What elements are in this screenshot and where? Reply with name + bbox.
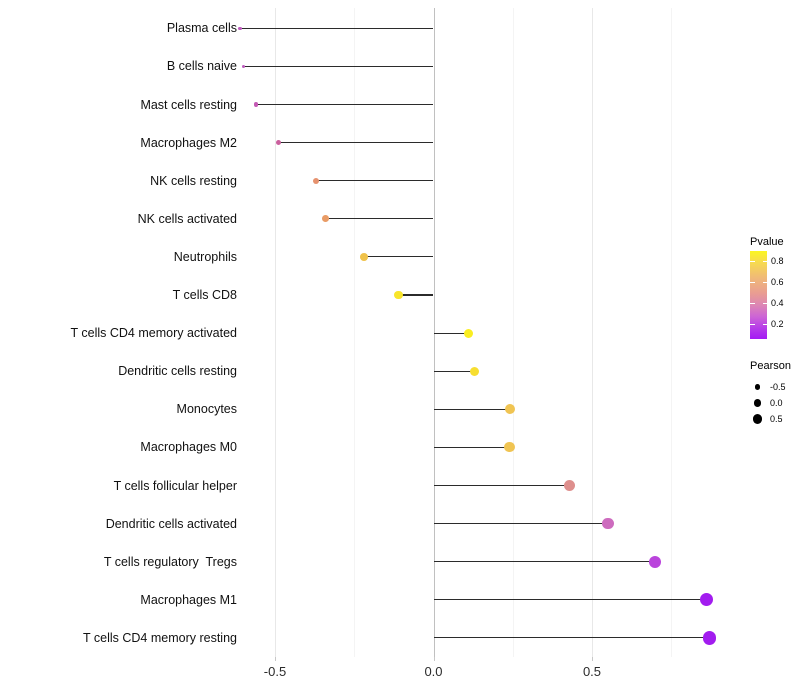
pearson-legend-dot <box>753 399 762 407</box>
y-axis-label: NK cells resting <box>150 173 237 188</box>
y-axis-label: T cells CD4 memory resting <box>83 630 237 645</box>
pearson-legend-dot <box>752 414 763 424</box>
lollipop-segment <box>433 484 570 487</box>
y-axis-label: T cells regulatory Tregs <box>103 554 237 569</box>
pearson-legend-label: 0.0 <box>770 398 783 408</box>
pvalue-colorbar-tick <box>750 302 755 304</box>
lollipop-segment <box>240 27 434 29</box>
lollipop-segment <box>433 332 469 334</box>
y-axis-label: NK cells activated <box>137 211 237 226</box>
x-tick-label: -0.5 <box>263 664 287 679</box>
gridline-minor <box>354 8 356 657</box>
lollipop-dot <box>602 517 614 530</box>
lollipop-dot <box>322 215 330 223</box>
gridline-minor <box>671 8 673 657</box>
gridline-major <box>592 8 593 657</box>
lollipop-dot <box>394 290 403 300</box>
lollipop-segment <box>316 180 434 182</box>
pvalue-colorbar-tick <box>750 282 755 284</box>
x-tick-label: 0.0 <box>424 664 443 679</box>
lollipop-segment <box>363 256 434 258</box>
y-axis-label: T cells follicular helper <box>113 478 237 493</box>
lollipop-dot <box>275 140 281 146</box>
gridline-minor <box>512 8 514 657</box>
lollipop-segment <box>433 446 510 448</box>
lollipop-dot <box>504 404 515 415</box>
pearson-legend-label: -0.5 <box>770 382 786 392</box>
lollipop-dot <box>564 480 576 491</box>
zero-baseline <box>433 8 435 657</box>
x-tick-mark <box>592 657 593 661</box>
lollipop-segment <box>433 599 707 601</box>
y-axis-label: T cells CD8 <box>172 288 237 302</box>
pvalue-tick-label: 0.8 <box>771 256 784 267</box>
lollipop-dot <box>359 253 368 261</box>
x-tick-mark <box>433 657 435 661</box>
gridline-major <box>275 8 276 657</box>
pvalue-colorbar-tick <box>762 302 767 304</box>
lollipop-segment <box>433 523 608 525</box>
y-axis-label: Monocytes <box>176 402 237 417</box>
lollipop-segment <box>433 408 510 410</box>
pearson-legend-dot <box>754 384 761 390</box>
y-axis-label: Neutrophils <box>173 249 237 264</box>
y-axis-label: Plasma cells <box>166 21 237 36</box>
lollipop-dot <box>470 366 480 376</box>
y-axis-label: T cells CD4 memory activated <box>70 326 238 341</box>
pvalue-colorbar-tick <box>762 282 767 284</box>
pvalue-colorbar-tick <box>750 261 755 263</box>
lollipop-segment <box>433 370 475 372</box>
lollipop-dot <box>313 177 320 184</box>
lollipop-dot <box>241 64 246 69</box>
lollipop-dot <box>238 26 242 30</box>
lollipop-dot <box>699 593 713 607</box>
y-axis-label: Macrophages M1 <box>140 592 237 607</box>
pvalue-tick-label: 0.6 <box>771 277 784 288</box>
lollipop-dot <box>253 102 259 107</box>
pvalue-colorbar-tick <box>762 323 767 325</box>
pvalue-tick-label: 0.4 <box>771 297 784 308</box>
pearson-legend-label: 0.5 <box>770 414 783 424</box>
pvalue-tick-label: 0.2 <box>771 318 784 329</box>
x-tick-label: 0.5 <box>582 664 602 679</box>
lollipop-dot <box>649 555 662 568</box>
lollipop-segment <box>255 103 434 106</box>
lollipop-dot <box>504 442 515 453</box>
y-axis-label: Dendritic cells resting <box>118 364 237 379</box>
lollipop-segment <box>325 218 434 220</box>
y-axis-label: Macrophages M0 <box>140 440 237 455</box>
pvalue-colorbar-tick <box>750 323 755 325</box>
lollipop-dot <box>702 631 716 645</box>
x-tick-mark <box>275 657 276 661</box>
y-axis-label: Dendritic cells activated <box>105 516 237 531</box>
lollipop-segment <box>278 142 434 144</box>
pearson-legend-title: Pearson <box>750 360 791 372</box>
lollipop-segment <box>433 637 710 639</box>
y-axis-label: Mast cells resting <box>140 97 237 112</box>
pvalue-colorbar <box>750 251 767 339</box>
pvalue-legend-title: Pvalue <box>750 236 784 248</box>
y-axis-label: B cells naive <box>166 59 237 74</box>
y-axis-label: Macrophages M2 <box>140 135 237 150</box>
lollipop-segment <box>433 561 656 563</box>
lollipop-segment <box>398 294 434 296</box>
pvalue-colorbar-tick <box>762 261 767 263</box>
lollipop-segment <box>243 65 434 67</box>
lollipop-dot <box>463 328 473 338</box>
